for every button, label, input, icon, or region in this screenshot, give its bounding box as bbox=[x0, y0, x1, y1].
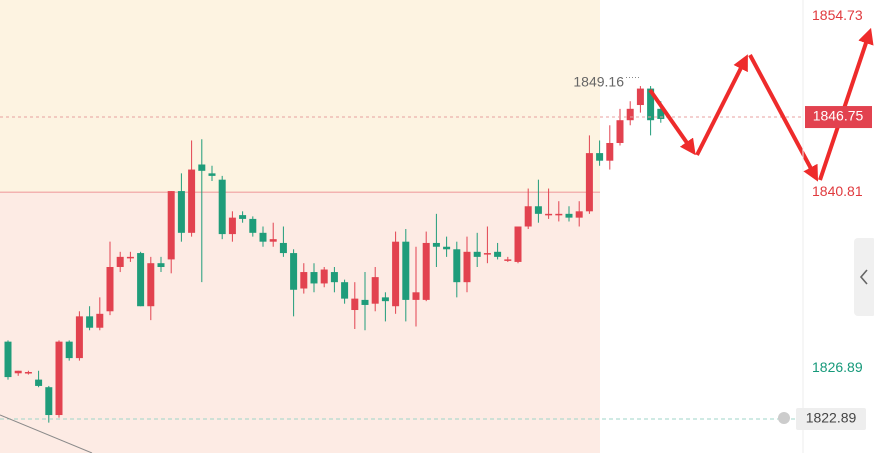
candle-body bbox=[218, 179, 226, 235]
candle-body bbox=[55, 341, 63, 416]
candle-body bbox=[45, 387, 53, 416]
candle-body bbox=[147, 263, 155, 307]
plot: 1849.16 bbox=[0, 73, 803, 423]
candle-body bbox=[157, 263, 165, 267]
candle-body bbox=[432, 242, 440, 247]
candle-body bbox=[208, 173, 216, 176]
candle-body bbox=[330, 272, 338, 283]
candle-body bbox=[616, 120, 624, 143]
candle-body bbox=[259, 232, 267, 242]
candle-body bbox=[555, 213, 563, 216]
level-label: 1826.89 bbox=[812, 359, 863, 375]
candle-body bbox=[371, 277, 379, 304]
candle-body bbox=[269, 239, 277, 242]
alert-label: 1822.89 bbox=[806, 410, 857, 426]
arrow bbox=[695, 54, 748, 156]
arrow bbox=[748, 54, 819, 182]
candle-body bbox=[4, 341, 12, 378]
candle-body bbox=[575, 211, 583, 218]
candle-body bbox=[239, 215, 247, 219]
zone-upper bbox=[0, 0, 600, 193]
candle-body bbox=[320, 269, 328, 284]
candle-body bbox=[596, 153, 604, 161]
candle-body bbox=[361, 299, 369, 305]
alert-box bbox=[796, 407, 866, 430]
current-price-label: 1846.75 bbox=[813, 108, 864, 124]
candle-body bbox=[647, 88, 655, 121]
candle-body bbox=[606, 142, 614, 161]
candle-body bbox=[86, 316, 94, 328]
candle-body bbox=[494, 251, 502, 257]
candle-body bbox=[545, 213, 553, 216]
candle-body bbox=[177, 191, 185, 233]
candle-body bbox=[310, 272, 318, 284]
candle-body bbox=[443, 246, 451, 250]
candle-body bbox=[514, 226, 522, 262]
candle-body bbox=[75, 316, 83, 359]
collapse-bg[interactable] bbox=[854, 238, 874, 316]
candle-body bbox=[290, 253, 298, 290]
candle-body bbox=[626, 108, 634, 121]
candle-body bbox=[473, 251, 481, 257]
candle-body bbox=[228, 217, 236, 235]
candle-body bbox=[392, 241, 400, 307]
candle-body bbox=[137, 253, 145, 307]
candle-body bbox=[585, 153, 593, 212]
candle-body bbox=[412, 292, 420, 300]
level-label: 1840.81 bbox=[812, 183, 863, 199]
candle-body bbox=[534, 206, 542, 214]
candle-body bbox=[35, 379, 43, 386]
candle-body bbox=[198, 164, 206, 171]
candle-body bbox=[14, 370, 22, 374]
candle-body bbox=[483, 253, 491, 255]
arrow bbox=[648, 88, 696, 156]
candle-body bbox=[106, 266, 114, 312]
candle-body bbox=[65, 341, 73, 359]
high-label: 1849.16 bbox=[573, 73, 624, 89]
zones bbox=[0, 0, 600, 453]
chevron[interactable] bbox=[859, 269, 868, 285]
candle-body bbox=[167, 191, 175, 260]
candle-body bbox=[463, 251, 471, 283]
candle-body bbox=[351, 298, 359, 311]
level-label: 1854.73 bbox=[812, 7, 863, 23]
candle-body bbox=[422, 242, 430, 300]
candle-body bbox=[279, 242, 287, 254]
candle-body bbox=[188, 169, 196, 233]
trend-line bbox=[0, 414, 93, 453]
candle-body bbox=[300, 272, 308, 289]
collapse-button[interactable] bbox=[854, 238, 874, 316]
candle-body bbox=[504, 259, 512, 261]
bell-icon bbox=[778, 411, 790, 424]
candle-body bbox=[565, 213, 573, 218]
candle-body bbox=[24, 372, 32, 374]
candle-body bbox=[249, 218, 257, 233]
price-axis: 1846.75 1822.89 1854.73 1840.81 1826.89 bbox=[778, 7, 872, 430]
candle-body bbox=[381, 297, 389, 302]
candle-body bbox=[524, 206, 532, 227]
candle-body bbox=[636, 88, 644, 106]
candle-body bbox=[402, 241, 410, 300]
candle-body bbox=[116, 256, 124, 267]
candle-body bbox=[341, 282, 349, 299]
candle-body bbox=[453, 249, 461, 283]
candle-body bbox=[96, 313, 104, 328]
candle-body bbox=[657, 108, 665, 119]
current-price-box bbox=[805, 106, 872, 129]
candle-body bbox=[126, 256, 134, 259]
